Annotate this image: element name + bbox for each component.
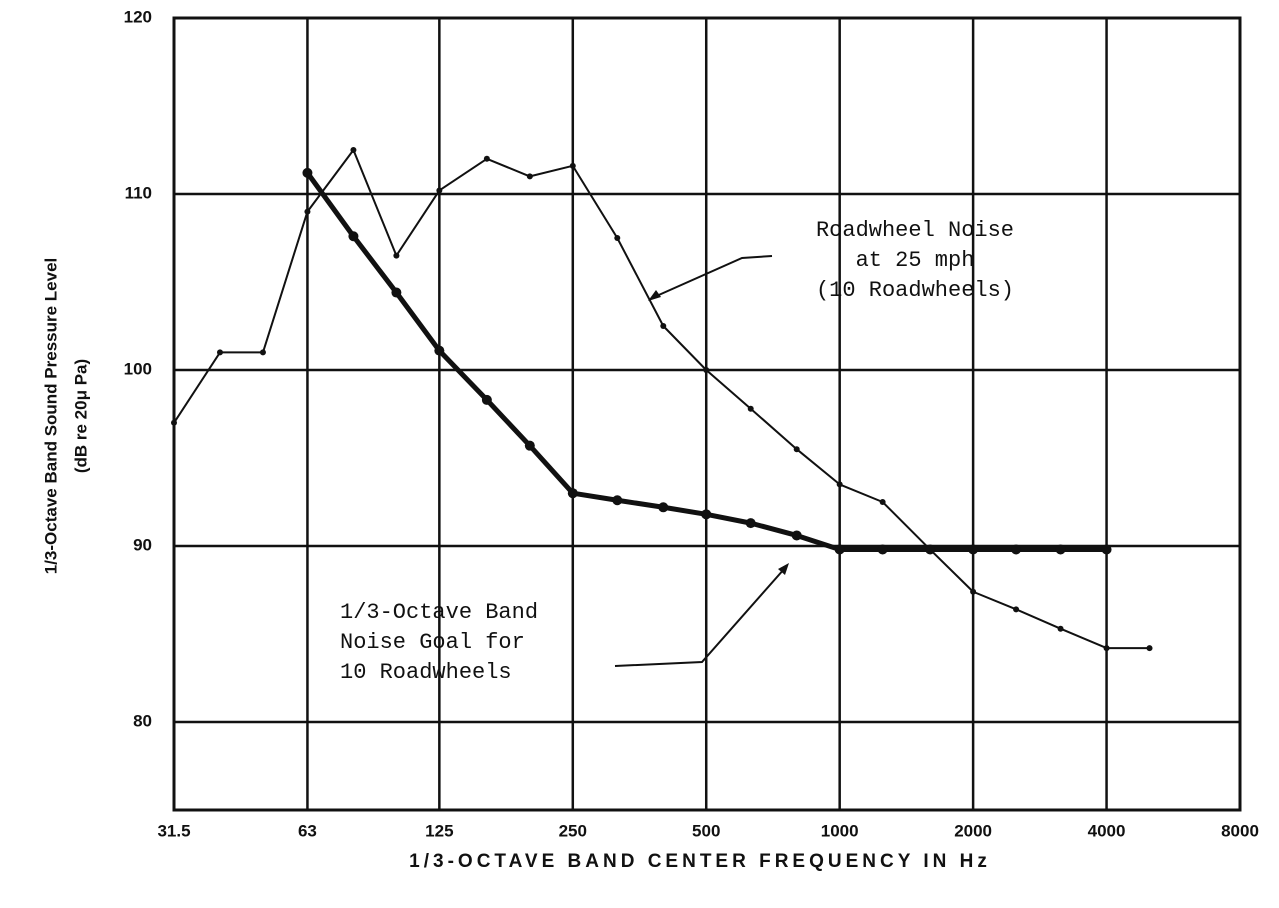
data-point: [834, 544, 845, 555]
data-point: [1055, 544, 1066, 555]
data-point: [1146, 645, 1153, 652]
data-point: [524, 440, 535, 451]
data-point: [612, 495, 623, 506]
data-point: [793, 446, 800, 453]
data-point: [879, 499, 886, 505]
annotation-text: Roadwheel Noise: [816, 218, 1014, 243]
annotation-text: at 25 mph: [856, 248, 975, 273]
data-point: [304, 208, 311, 215]
data-point: [614, 235, 621, 241]
data-point: [660, 323, 667, 329]
data-point: [393, 252, 400, 259]
data-point: [701, 509, 712, 520]
y-tick-label: 120: [124, 7, 152, 26]
data-point: [216, 349, 223, 356]
x-tick-label: 8000: [1221, 821, 1259, 840]
data-point: [703, 367, 710, 373]
annotation-text: 10 Roadwheels: [340, 660, 512, 685]
data-point: [658, 502, 669, 513]
data-point: [745, 518, 756, 529]
x-axis-label: 1/3-OCTAVE BAND CENTER FREQUENCY IN Hz: [409, 851, 991, 872]
x-tick-label: 63: [298, 821, 317, 840]
annotation-arrowhead: [778, 563, 789, 575]
annotation-arrow: [614, 567, 786, 667]
data-point: [1013, 606, 1020, 613]
y-axis-label: 1/3-Octave Band Sound Pressure Level: [41, 258, 60, 575]
data-point: [1057, 625, 1064, 632]
annotation-arrowhead: [648, 290, 661, 301]
data-point: [348, 231, 359, 242]
data-point: [1103, 645, 1110, 652]
x-tick-label: 500: [692, 821, 720, 840]
data-point: [567, 488, 578, 499]
y-tick-label: 90: [133, 535, 152, 554]
x-tick-label: 1000: [821, 821, 859, 840]
data-point: [1101, 544, 1112, 555]
data-point: [747, 405, 754, 412]
data-point: [968, 544, 979, 555]
data-point: [302, 167, 313, 178]
data-point: [259, 349, 266, 356]
data-point: [877, 544, 888, 555]
data-point: [970, 588, 977, 595]
x-tick-label: 4000: [1088, 821, 1126, 840]
annotation-text: Noise Goal for: [340, 630, 525, 655]
x-tick-label: 31.5: [157, 821, 190, 840]
data-point: [526, 173, 533, 180]
annotation-text: (10 Roadwheels): [816, 278, 1014, 303]
data-point: [171, 419, 177, 426]
data-point: [483, 155, 490, 162]
data-point: [350, 147, 357, 153]
data-point: [436, 187, 443, 194]
y-tick-label: 80: [133, 711, 152, 730]
annotation-arrow: [651, 255, 773, 299]
data-point: [925, 544, 936, 555]
data-point: [434, 345, 445, 356]
data-point: [569, 162, 576, 169]
data-point: [481, 394, 492, 405]
data-point: [791, 530, 802, 541]
y-tick-label: 110: [125, 183, 152, 202]
x-tick-label: 125: [425, 821, 453, 840]
data-point: [1011, 544, 1022, 555]
x-tick-label: 2000: [954, 821, 992, 840]
data-point: [391, 287, 402, 298]
y-tick-label: 100: [124, 359, 152, 378]
data-point: [836, 481, 843, 488]
y-axis-label: (dB re 20μ Pa): [71, 359, 90, 473]
x-tick-label: 250: [559, 821, 587, 840]
